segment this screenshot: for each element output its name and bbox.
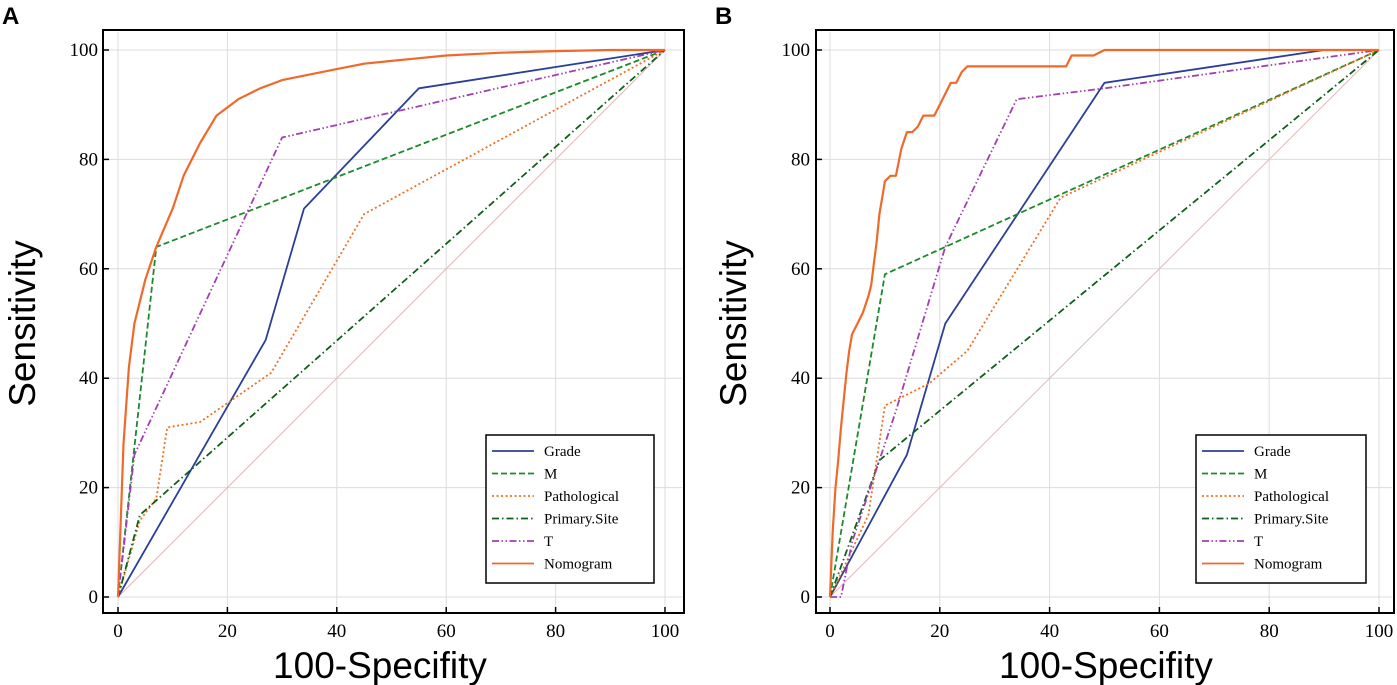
legend-box (485, 434, 655, 584)
legend-label: Primary.Site (1254, 512, 1329, 528)
legend-label: Nomogram (1254, 557, 1323, 573)
series-line-m (829, 49, 1380, 598)
panel-a: A 0 20 40 60 80 100 0 20 40 60 80 100 100-Specifity Se… (2, 3, 685, 685)
reference-diagonal-line (829, 49, 1380, 598)
reference-diagonal-line (117, 49, 666, 598)
series-line-pathological (829, 49, 1380, 598)
y-axis-title: Sensitivity (2, 240, 43, 407)
y-tick-label: 60 (79, 259, 98, 280)
panel-letter: B (715, 3, 732, 30)
series-line-pathological (117, 49, 666, 598)
series-line-primary-site (829, 49, 1380, 598)
legend-label: Grade (544, 444, 581, 460)
x-axis-title: 100-Specifity (999, 645, 1213, 685)
x-tick-label: 0 (113, 621, 123, 642)
series-line-nomogram (116, 48, 665, 598)
y-tick-label: 100 (782, 40, 811, 61)
y-tick-label: 0 (89, 587, 99, 608)
x-tick-label: 100 (651, 621, 680, 642)
x-tick-label: 40 (1040, 621, 1059, 642)
legend-label: Grade (1254, 444, 1291, 460)
y-tick-label: 40 (791, 368, 810, 389)
series-line-primary-site (117, 49, 666, 598)
legend-label: T (1254, 534, 1263, 550)
y-tick-label: 20 (791, 478, 810, 499)
x-tick-label: 20 (930, 621, 949, 642)
legend-label: Primary.Site (544, 512, 619, 528)
legend-label: M (1254, 467, 1267, 483)
y-tick-label: 60 (791, 259, 810, 280)
y-tick-label: 100 (70, 40, 99, 61)
y-tick-label: 0 (801, 587, 811, 608)
y-tick-label: 80 (791, 149, 810, 170)
legend-label: Pathological (544, 489, 619, 505)
y-tick-label: 20 (79, 478, 98, 499)
legend-label: M (544, 467, 557, 483)
x-tick-label: 20 (218, 621, 237, 642)
series-line-grade (117, 49, 666, 598)
series-line-t (117, 49, 666, 598)
legend-label: Nomogram (544, 557, 613, 573)
x-tick-label: 40 (327, 621, 346, 642)
x-tick-label: 80 (546, 621, 565, 642)
x-tick-label: 60 (1150, 621, 1169, 642)
legend: Grade M Pathological Primary.Site T Nomogram (1195, 434, 1367, 584)
panel-b: B 0 20 40 60 80 100 0 20 40 60 80 100 100-Specifity Se… (713, 3, 1395, 685)
series-line-t (830, 49, 1380, 598)
legend: Grade M Pathological Primary.Site T Nomogram (485, 434, 655, 584)
x-axis-title: 100-Specifity (273, 645, 487, 685)
y-tick-label: 80 (79, 149, 98, 170)
x-tick-label: 80 (1260, 621, 1279, 642)
panel-letter: A (2, 3, 19, 30)
plot-frame (815, 29, 1395, 614)
series-line-nomogram (828, 48, 1379, 598)
y-tick-label: 40 (79, 368, 98, 389)
x-tick-label: 0 (825, 621, 835, 642)
x-tick-label: 100 (1365, 621, 1394, 642)
y-axis-title: Sensitivity (713, 240, 754, 407)
legend-label: Pathological (1254, 489, 1329, 505)
x-tick-label: 60 (437, 621, 456, 642)
plot-frame (102, 29, 685, 614)
legend-label: T (544, 534, 553, 550)
legend-box (1195, 434, 1367, 584)
